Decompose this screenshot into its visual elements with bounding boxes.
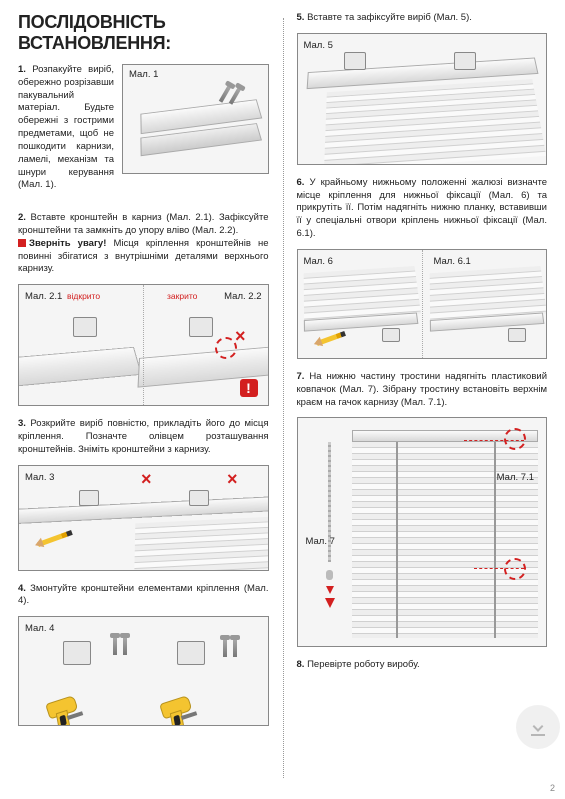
step-2-body: Вставте кронштейн в карниз (Мал. 2.1). З…	[18, 212, 269, 236]
step-1: 1. Розпакуйте виріб, обережно розрізавши…	[18, 64, 269, 200]
step-3-num: 3.	[18, 418, 26, 429]
fig6-pencil	[316, 331, 346, 346]
figure-2-1-label: Мал. 2.1	[25, 291, 62, 302]
figure-4-label: Мал. 4	[25, 623, 54, 634]
figure-3: Мал. 3 × ×	[18, 465, 269, 571]
figure-1: Мал. 1	[122, 64, 269, 174]
step-8-text: 8. Перевірте роботу виробу.	[297, 659, 548, 672]
step-7-text: 7. На нижню частину тростини надягніть п…	[297, 371, 548, 409]
fig2-bracket-open	[73, 317, 97, 337]
fig7-cord-1	[396, 442, 398, 638]
fig4-drill-2	[159, 692, 209, 727]
fig7-wand-cap	[326, 570, 333, 580]
fig2-split	[143, 285, 144, 405]
fig6-1-clip	[508, 328, 526, 342]
fig2-alert-icon: !	[240, 379, 258, 397]
warning-label: Зверніть увагу!	[29, 238, 106, 249]
step-6-body: У крайньому нижньому положенні жалюзі ви…	[297, 177, 548, 239]
figure-7-label: Мал. 7	[306, 536, 335, 547]
step-5-num: 5.	[297, 12, 305, 23]
fig4-drill-1	[45, 692, 95, 727]
step-5-body: Вставте та зафіксуйте виріб (Мал. 5).	[307, 12, 472, 23]
fig5-slats	[324, 79, 546, 165]
fig3-x-2: ×	[227, 472, 243, 488]
step-2-text: 2. Вставте кронштейн в карниз (Мал. 2.1)…	[18, 212, 269, 276]
fig5-bracket-1	[344, 52, 366, 70]
fig3-bracket-1	[79, 490, 99, 506]
fig2-x-mark: ×	[235, 329, 251, 345]
fig3-slats	[134, 516, 268, 570]
figure-7: Мал. 7 Мал. 7.1	[297, 417, 548, 647]
figure-6-1-label: Мал. 6.1	[434, 256, 471, 267]
step-2-num: 2.	[18, 212, 26, 223]
figure-6-label: Мал. 6	[304, 256, 333, 267]
fig4-screw-4	[233, 639, 237, 657]
fig5-bracket-2	[454, 52, 476, 70]
figure-1-label: Мал. 1	[129, 69, 158, 80]
page-number: 2	[550, 783, 555, 793]
warning-icon	[18, 239, 26, 247]
figure-2-2-label: Мал. 2.2	[224, 291, 261, 302]
step-4-text: 4. Змонтуйте кронштейни елементами кріпл…	[18, 583, 269, 609]
fig3-bracket-2	[189, 490, 209, 506]
figure-4: Мал. 4	[18, 616, 269, 726]
step-3-text: 3. Розкрийте виріб повністю, прикладіть …	[18, 418, 269, 456]
fig4-bracket-1	[63, 641, 91, 665]
step-7-num: 7.	[297, 371, 305, 382]
page-title: ПОСЛІДОВНІСТЬ ВСТАНОВЛЕННЯ:	[18, 12, 269, 54]
fig3-x-1: ×	[141, 472, 157, 488]
fig7-cord-2	[494, 442, 496, 638]
fig2-bracket-closed	[189, 317, 213, 337]
download-watermark-icon	[516, 705, 560, 749]
fig6-clip	[382, 328, 400, 342]
fig4-screw-2	[123, 637, 127, 655]
right-column: 5. Вставте та зафіксуйте виріб (Мал. 5).…	[283, 0, 565, 799]
figure-3-label: Мал. 3	[25, 472, 54, 483]
figure-7-1-label: Мал. 7.1	[497, 472, 534, 483]
fig2-rail-left	[18, 347, 142, 387]
step-4-body: Змонтуйте кронштейни елементами кріпленн…	[18, 583, 269, 607]
step-8-body: Перевірте роботу виробу.	[307, 659, 420, 670]
step-7-body: На нижню частину тростини надягніть плас…	[297, 371, 548, 408]
step-8-num: 8.	[297, 659, 305, 670]
fig7-wand-tip	[325, 598, 335, 613]
step-6-num: 6.	[297, 177, 305, 188]
figure-2-open-label: відкрито	[67, 291, 100, 301]
figure-2: Мал. 2.1 відкрито закрито Мал. 2.2 × !	[18, 284, 269, 406]
step-1-text: 1. Розпакуйте виріб, обережно розрізавши…	[18, 64, 114, 192]
figure-2-closed-label: закрито	[167, 291, 197, 301]
step-5-text: 5. Вставте та зафіксуйте виріб (Мал. 5).	[297, 12, 548, 25]
step-4-num: 4.	[18, 583, 26, 594]
figure-6: Мал. 6 Мал. 6.1	[297, 249, 548, 359]
fig4-screw-1	[113, 637, 117, 655]
step-3-body: Розкрийте виріб повністю, прикладіть йог…	[18, 418, 269, 455]
fig4-bracket-2	[177, 641, 205, 665]
fig3-pencil	[37, 530, 73, 547]
step-1-num: 1.	[18, 64, 26, 75]
step-6-text: 6. У крайньому нижньому положенні жалюзі…	[297, 177, 548, 241]
step-1-body: Розпакуйте виріб, обережно розрізавши па…	[18, 64, 114, 190]
fig4-screw-3	[223, 639, 227, 657]
figure-5: Мал. 5	[297, 33, 548, 165]
fig7-arrow-icon	[326, 586, 334, 598]
figure-5-label: Мал. 5	[304, 40, 333, 51]
left-column: ПОСЛІДОВНІСТЬ ВСТАНОВЛЕННЯ: 1. Розпакуйт…	[0, 0, 283, 799]
fig6-split	[422, 250, 423, 358]
